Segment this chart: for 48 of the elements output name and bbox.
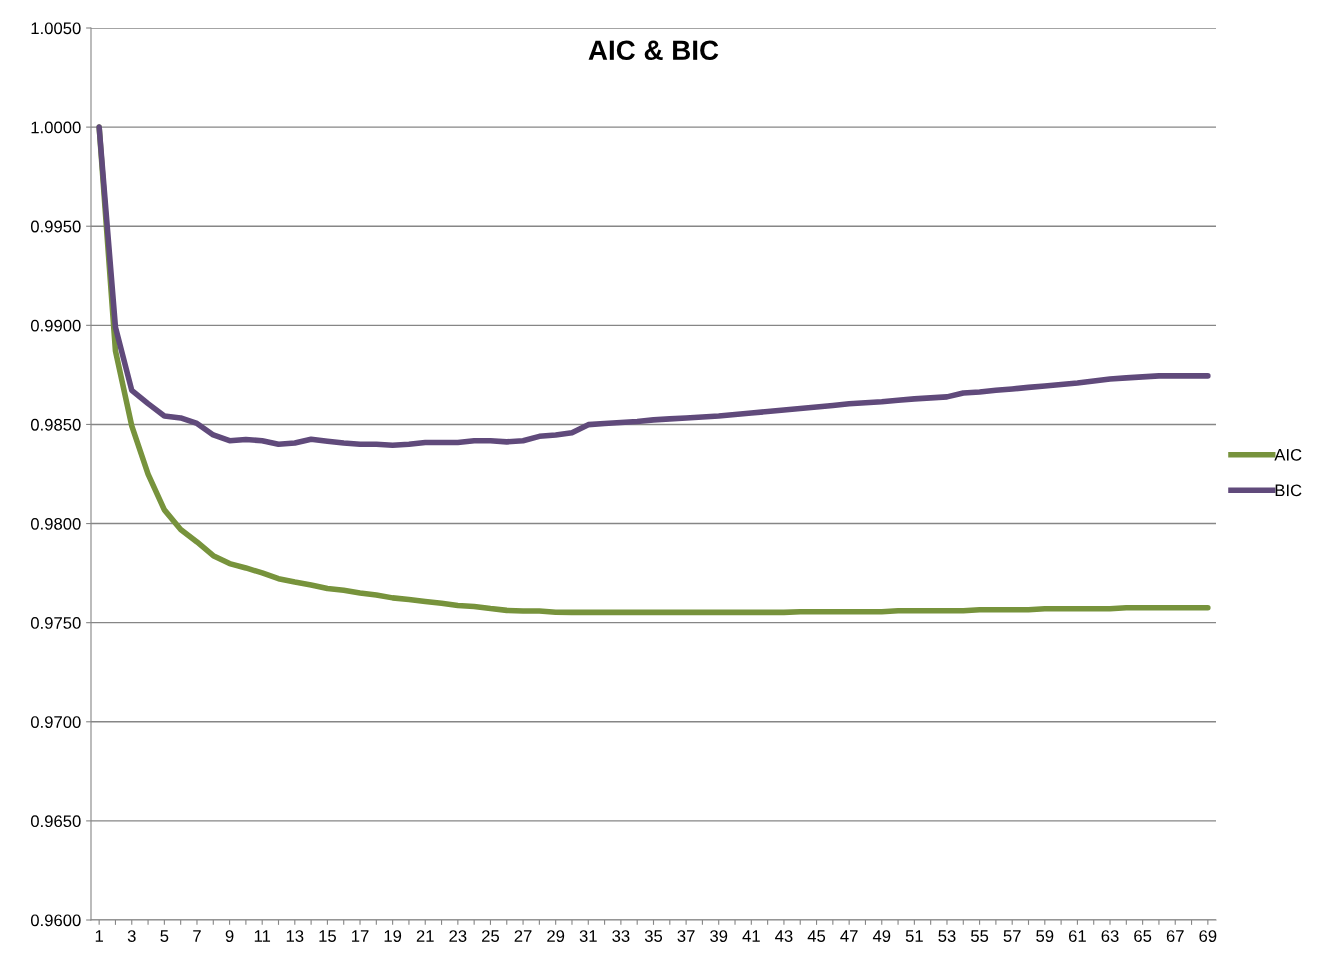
x-tick-label: 57 <box>1003 930 1021 942</box>
y-tick-label: 0.9800 <box>30 517 81 530</box>
y-tick-label: 0.9750 <box>30 617 81 629</box>
x-tick-label: 15 <box>319 930 336 942</box>
x-tick-label: 51 <box>905 930 923 942</box>
y-tick-label: 0.9600 <box>30 914 81 927</box>
x-tick-label: 1 <box>95 930 103 942</box>
x-tick-label: 69 <box>1199 930 1217 942</box>
chart-title: AIC & BIC <box>588 40 719 61</box>
x-tick-label: 45 <box>807 930 826 942</box>
y-tick-label: 0.9900 <box>30 319 81 332</box>
x-tick-label: 13 <box>286 930 304 942</box>
x-tick-label: 41 <box>742 930 760 942</box>
x-tick-label: 19 <box>384 930 402 942</box>
x-tick-label: 31 <box>579 930 597 942</box>
x-tick-label: 47 <box>840 930 858 942</box>
y-tick-label: 1.0050 <box>31 22 81 35</box>
x-tick-label: 63 <box>1101 930 1119 942</box>
x-tick-label: 33 <box>612 930 630 942</box>
x-tick-label: 65 <box>1134 930 1152 942</box>
y-tick-label: 0.9650 <box>30 815 81 828</box>
x-tick-label: 9 <box>225 930 234 942</box>
x-tick-label: 49 <box>872 930 891 942</box>
y-tick-label: 1.0000 <box>31 121 81 134</box>
x-tick-label: 11 <box>254 930 271 942</box>
legend-label: BIC <box>1275 484 1302 497</box>
x-tick-label: 35 <box>644 930 663 942</box>
x-tick-label: 27 <box>514 930 532 942</box>
x-tick-label: 37 <box>677 930 695 942</box>
x-tick-label: 55 <box>970 930 989 942</box>
x-tick-label: 67 <box>1166 930 1184 942</box>
y-tick-label: 0.9850 <box>30 418 81 431</box>
x-tick-label: 21 <box>416 930 434 942</box>
x-tick-label: 23 <box>449 930 467 942</box>
x-tick-label: 25 <box>482 930 500 942</box>
x-tick-label: 53 <box>938 930 956 942</box>
x-tick-label: 3 <box>127 930 136 942</box>
x-tick-label: 17 <box>352 930 369 942</box>
y-tick-label: 0.9950 <box>30 220 81 233</box>
x-tick-label: 29 <box>547 930 565 942</box>
y-tick-label: 0.9700 <box>30 716 81 728</box>
x-tick-label: 59 <box>1036 930 1054 942</box>
x-tick-label: 5 <box>160 930 169 942</box>
legend-label: AIC <box>1274 448 1302 461</box>
x-tick-label: 39 <box>710 930 728 942</box>
x-tick-label: 43 <box>775 930 793 942</box>
x-tick-label: 7 <box>193 930 201 942</box>
x-tick-label: 61 <box>1068 930 1086 942</box>
